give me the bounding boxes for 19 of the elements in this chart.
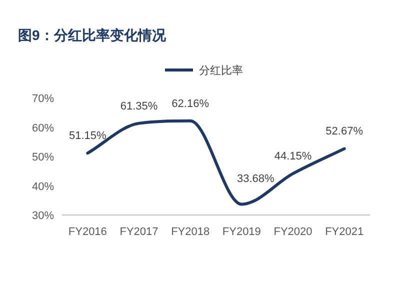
chart-title: 图9：分红比率变化情况 [18,27,167,43]
y-tick-label: 40% [32,180,54,193]
data-label: 51.15% [69,130,107,142]
y-tick-label: 60% [32,122,54,134]
y-tick-label: 70% [32,93,54,105]
x-tick-label: FY2016 [68,226,107,238]
data-label: 33.68% [237,173,275,186]
x-tick-label: FY2019 [222,226,261,238]
x-tick-label: FY2017 [120,226,158,238]
x-tick-label: FY2018 [171,226,210,238]
y-tick-label: 50% [32,152,54,164]
data-label: 52.67% [326,126,364,138]
x-tick-label: FY2020 [274,226,312,238]
data-label: 44.15% [274,150,312,163]
legend-label: 分红比率 [199,64,243,77]
data-label: 62.16% [172,98,210,110]
data-label: 61.35% [120,100,158,112]
x-tick-label: FY2021 [325,226,364,238]
y-tick-label: 30% [32,210,54,222]
